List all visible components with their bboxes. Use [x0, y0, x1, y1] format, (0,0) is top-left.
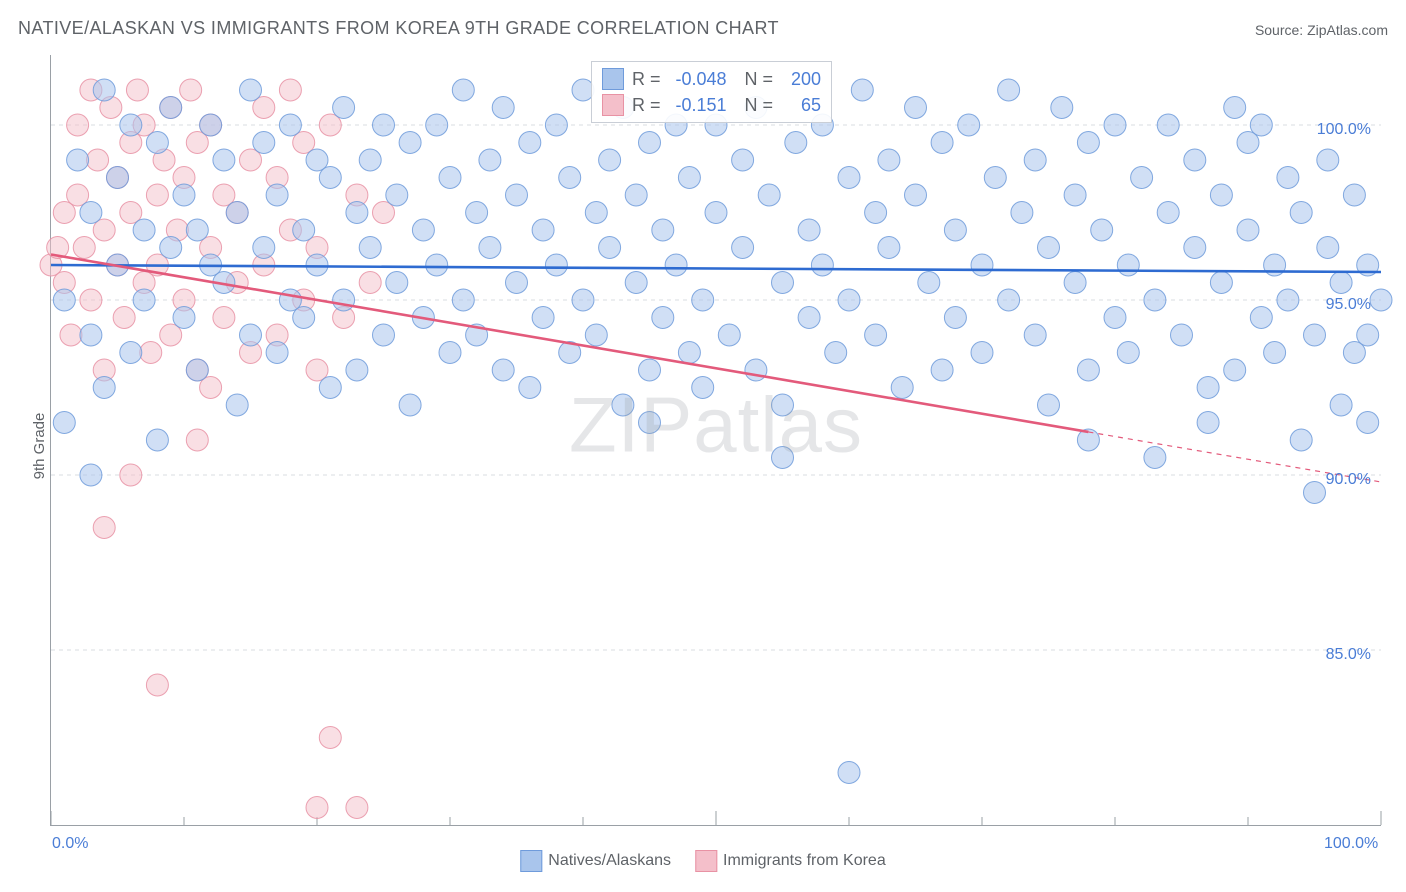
- legend-swatch: [602, 94, 624, 116]
- legend-swatch: [695, 850, 717, 872]
- legend-row-korea: R = -0.151 N = 65: [602, 92, 821, 118]
- y-tick-label: 100.0%: [1311, 121, 1371, 139]
- legend-N-value: 65: [781, 95, 821, 116]
- series-legend-item-korea: Immigrants from Korea: [695, 850, 886, 872]
- legend-N-value: 200: [781, 69, 821, 90]
- chart-container: NATIVE/ALASKAN VS IMMIGRANTS FROM KOREA …: [0, 0, 1406, 892]
- scatter-svg: [51, 55, 1381, 825]
- y-tick-label: 95.0%: [1311, 296, 1371, 314]
- legend-R-value: -0.151: [669, 95, 727, 116]
- x-tick-label: 100.0%: [1324, 835, 1378, 853]
- series-legend-label: Natives/Alaskans: [548, 852, 671, 869]
- legend-R-label: R =: [632, 69, 661, 90]
- source-attribution: Source: ZipAtlas.com: [1255, 22, 1388, 38]
- source-name: ZipAtlas.com: [1307, 22, 1388, 38]
- legend-swatch: [602, 68, 624, 90]
- y-tick-label: 85.0%: [1311, 646, 1371, 664]
- legend-swatch: [520, 850, 542, 872]
- series-legend-item-natives: Natives/Alaskans: [520, 850, 671, 872]
- series-legend-label: Immigrants from Korea: [723, 852, 886, 869]
- correlation-legend: R = -0.048 N = 200 R = -0.151 N = 65: [591, 61, 832, 123]
- legend-R-value: -0.048: [669, 69, 727, 90]
- legend-N-label: N =: [745, 95, 774, 116]
- legend-N-label: N =: [745, 69, 774, 90]
- x-tick-label: 0.0%: [52, 835, 88, 853]
- series-legend: Natives/Alaskans Immigrants from Korea: [520, 850, 885, 872]
- y-tick-label: 90.0%: [1311, 471, 1371, 489]
- legend-row-natives: R = -0.048 N = 200: [602, 66, 821, 92]
- plot-area: ZIPatlas R =-0.048N =200R =-0.151N =65 8…: [50, 55, 1381, 826]
- chart-title: NATIVE/ALASKAN VS IMMIGRANTS FROM KOREA …: [18, 18, 779, 39]
- y-axis-label: 9th Grade: [31, 413, 48, 480]
- source-prefix: Source:: [1255, 22, 1307, 38]
- legend-R-label: R =: [632, 95, 661, 116]
